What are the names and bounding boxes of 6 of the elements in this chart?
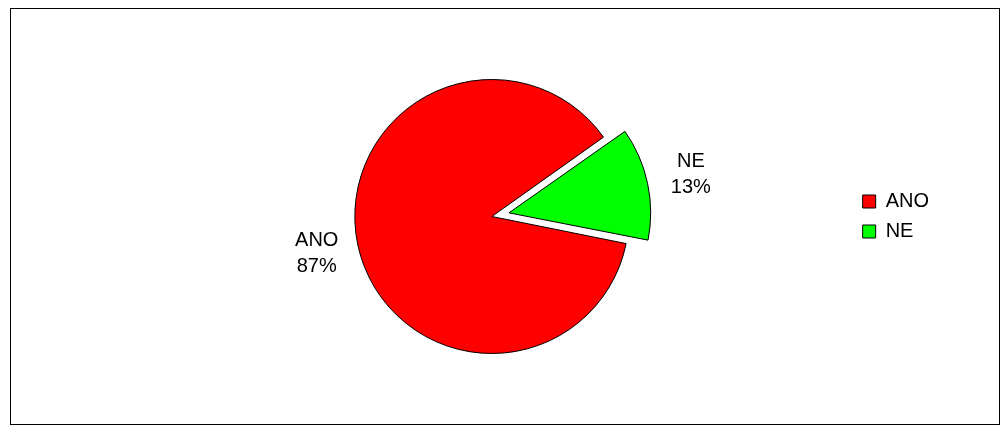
slice-label: NE [676,148,705,171]
data-label: 87% [296,254,337,277]
legend-label: NE [885,219,914,242]
data-label: 13% [670,174,712,197]
legend-label: ANO [885,189,929,212]
slice-label: ANO [295,228,339,251]
